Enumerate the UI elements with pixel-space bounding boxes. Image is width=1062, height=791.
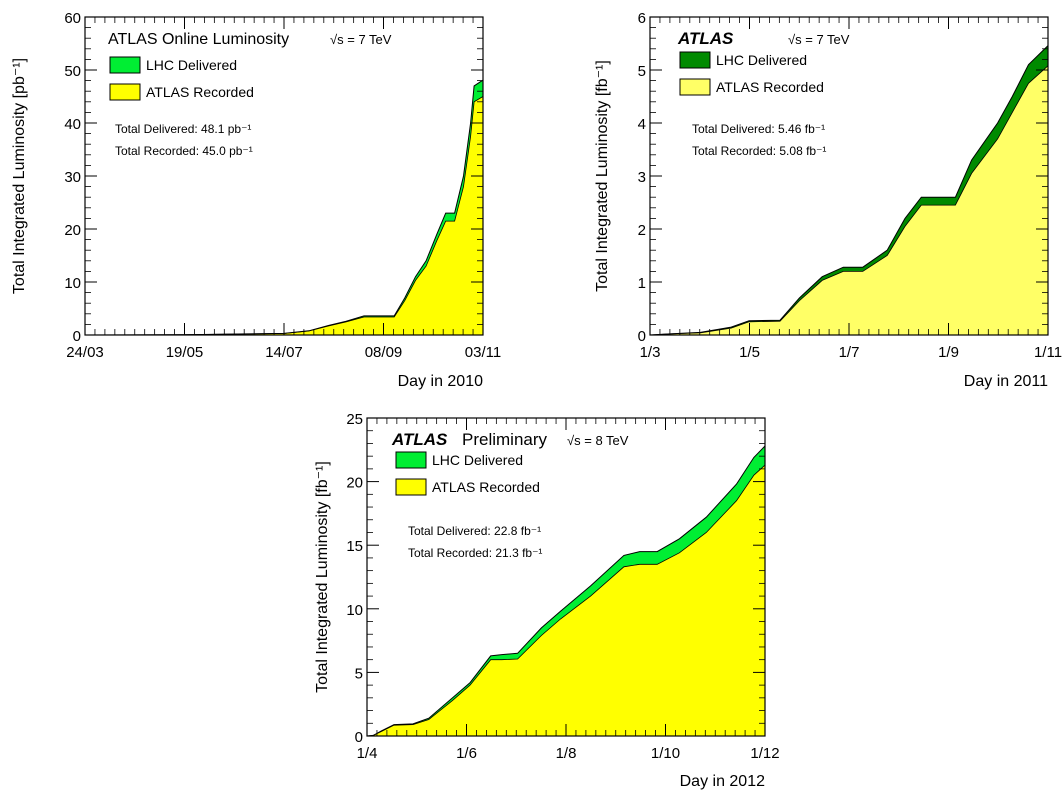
delivered-line bbox=[649, 45, 1049, 336]
chart-2010: 0 10 20 30 40 50 60 24/03 19/05 14/07 08/09 03/11 Da… bbox=[11, 10, 501, 390]
chart-title: ATLAS Online Luminosity bbox=[108, 31, 289, 48]
x-tick-label: 1/9 bbox=[938, 344, 959, 361]
y-tick-label: 3 bbox=[638, 169, 646, 186]
x-axis-label: Day in 2011 bbox=[964, 373, 1048, 390]
x-tick-label: 1/4 bbox=[357, 745, 378, 762]
recorded-line bbox=[84, 96, 484, 336]
legend-swatch-delivered bbox=[109, 56, 141, 74]
recorded-area bbox=[367, 465, 765, 736]
energy-label: √s = 7 TeV bbox=[330, 32, 392, 47]
chart-title: ATLAS bbox=[677, 29, 734, 48]
delivered-line bbox=[366, 445, 766, 737]
y-tick-label: 25 bbox=[346, 411, 363, 428]
x-tick-label: 1/6 bbox=[456, 745, 477, 762]
y-tick-label: 0 bbox=[638, 328, 646, 345]
y-tick-label: 0 bbox=[355, 729, 363, 746]
total-delivered: Total Delivered: 48.1 pb⁻¹ bbox=[115, 122, 251, 136]
x-tick-label: 1/11 bbox=[1034, 344, 1062, 361]
x-tick-label: 1/3 bbox=[640, 344, 661, 361]
total-delivered: Total Delivered: 22.8 fb⁻¹ bbox=[408, 524, 541, 538]
x-axis-label: Day in 2010 bbox=[398, 373, 483, 390]
legend-label-recorded: ATLAS Recorded bbox=[432, 479, 540, 495]
total-recorded: Total Recorded: 21.3 fb⁻¹ bbox=[408, 546, 542, 560]
chart-2012: 0 5 10 15 20 25 1/4 1/6 1/8 1/10 1/12 Day in 2012 To… bbox=[314, 411, 780, 790]
chart-title-suffix: Preliminary bbox=[462, 430, 548, 449]
y-tick-label: 30 bbox=[64, 169, 81, 186]
recorded-area bbox=[650, 65, 1048, 336]
recorded-line bbox=[366, 464, 766, 737]
x-tick-label: 03/11 bbox=[465, 344, 501, 361]
chart-2011: 0 1 2 3 4 5 6 1/3 1/5 1/7 1/9 1/11 Day in 2011 Total … bbox=[594, 10, 1062, 390]
y-tick-label: 4 bbox=[638, 116, 646, 133]
x-tick-label: 14/07 bbox=[265, 344, 303, 361]
y-axis-label: Total Integrated Luminosity [pb⁻¹] bbox=[11, 58, 28, 294]
recorded-area bbox=[85, 96, 483, 335]
energy-label: √s = 7 TeV bbox=[788, 32, 850, 47]
y-tick-label: 20 bbox=[346, 475, 363, 492]
y-axis-label: Total Integrated Luminosity [fb⁻¹] bbox=[314, 461, 331, 693]
recorded-line bbox=[649, 65, 1049, 336]
legend-swatch-recorded bbox=[679, 78, 711, 96]
total-delivered: Total Delivered: 5.46 fb⁻¹ bbox=[692, 122, 825, 136]
total-recorded: Total Recorded: 5.08 fb⁻¹ bbox=[692, 144, 826, 158]
legend-swatch-delivered bbox=[395, 451, 427, 469]
x-axis-label: Day in 2012 bbox=[680, 773, 765, 790]
legend-label-recorded: ATLAS Recorded bbox=[146, 84, 254, 100]
y-tick-label: 40 bbox=[64, 116, 81, 133]
y-tick-label: 20 bbox=[64, 222, 81, 239]
y-tick-label: 5 bbox=[638, 63, 646, 80]
x-tick-label: 1/7 bbox=[839, 344, 860, 361]
y-tick-label: 1 bbox=[638, 275, 646, 292]
legend-label-delivered: LHC Delivered bbox=[432, 452, 523, 468]
y-tick-label: 50 bbox=[64, 63, 81, 80]
y-tick-label: 10 bbox=[346, 602, 363, 619]
x-tick-label: 1/10 bbox=[651, 745, 680, 762]
energy-label: √s = 8 TeV bbox=[567, 433, 629, 448]
y-tick-label: 15 bbox=[346, 538, 363, 555]
legend-swatch-recorded bbox=[109, 83, 141, 101]
x-tick-label: 19/05 bbox=[166, 344, 204, 361]
legend-label-recorded: ATLAS Recorded bbox=[716, 79, 824, 95]
x-tick-label: 1/5 bbox=[739, 344, 760, 361]
x-tick-label: 08/09 bbox=[365, 344, 403, 361]
y-axis-label: Total Integrated Luminosity [fb⁻¹] bbox=[594, 60, 611, 292]
y-tick-label: 6 bbox=[638, 10, 646, 27]
y-tick-label: 60 bbox=[64, 10, 81, 27]
chart-title: ATLAS bbox=[391, 430, 448, 449]
y-tick-label: 5 bbox=[355, 665, 363, 682]
y-tick-label: 10 bbox=[64, 275, 81, 292]
legend-label-delivered: LHC Delivered bbox=[146, 57, 237, 73]
y-tick-label: 2 bbox=[638, 222, 646, 239]
legend-swatch-recorded bbox=[395, 478, 427, 496]
total-recorded: Total Recorded: 45.0 pb⁻¹ bbox=[115, 144, 253, 158]
y-tick-label: 0 bbox=[73, 328, 81, 345]
x-tick-label: 1/12 bbox=[750, 745, 779, 762]
x-tick-label: 1/8 bbox=[556, 745, 577, 762]
x-tick-label: 24/03 bbox=[66, 344, 104, 361]
legend-swatch-delivered bbox=[679, 51, 711, 69]
legend-label-delivered: LHC Delivered bbox=[716, 52, 807, 68]
